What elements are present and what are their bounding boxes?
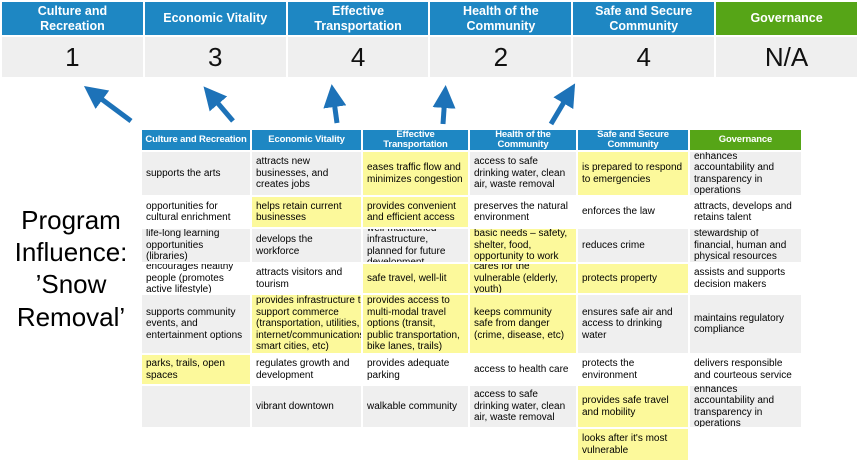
matrix-cell: attracts, develops and retains talent: [690, 197, 801, 227]
matrix-cell: stewardship of financial, human and phys…: [690, 229, 801, 262]
matrix-cell: provides infrastructure to support comme…: [252, 295, 361, 353]
matrix-header-health-of-the-community: Health of the Community: [470, 130, 576, 150]
title-line: Program: [21, 205, 121, 235]
matrix-cell: opportunities for cultural enrichment: [142, 197, 250, 227]
matrix-cell: helps retain current businesses: [252, 197, 361, 227]
matrix-cell-empty: [252, 429, 361, 460]
matrix-cell: develops the workforce: [252, 229, 361, 262]
up-arrow-icon: [432, 85, 456, 125]
matrix-cell: walkable community: [363, 386, 468, 427]
matrix-cell-empty: [470, 429, 576, 460]
title-line: Influence:: [14, 237, 128, 268]
matrix-cell: access to safe drinking water, clean air…: [470, 152, 576, 195]
summary-header-safe-secure-community: Safe and Secure Community: [573, 2, 715, 35]
summary-header-economic-vitality: Economic Vitality: [144, 2, 286, 35]
matrix-cell: parks, trails, open spaces: [142, 355, 250, 384]
summary-score-culture-recreation: 1: [2, 37, 143, 77]
summary-header-governance: Governance: [716, 2, 857, 35]
summary-score-effective-transportation: 4: [287, 37, 429, 77]
matrix-header-economic-vitality: Economic Vitality: [252, 130, 361, 150]
summary-score-safe-secure-community: 4: [573, 37, 715, 77]
matrix-cell: protects the environment: [578, 355, 688, 384]
matrix-cell: enforces the law: [578, 197, 688, 227]
matrix-cell: looks after it's most vulnerable: [578, 429, 688, 460]
matrix-cell: well-maintained infrastructure, planned …: [363, 229, 468, 262]
summary-header-effective-transportation: Effective Transportation: [287, 2, 429, 35]
matrix-cell: eases traffic flow and minimizes congest…: [363, 152, 468, 195]
summary-score-health-community: 2: [430, 37, 572, 77]
summary-header-culture-recreation: Culture and Recreation: [2, 2, 143, 35]
matrix-cell: keeps community safe from danger (crime,…: [470, 295, 576, 353]
matrix-cell: cares for the vulnerable (elderly, youth…: [470, 264, 576, 293]
matrix-cell: provides access to multi-modal travel op…: [363, 295, 468, 353]
matrix-cell: protects property: [578, 264, 688, 293]
matrix-cell: regulates growth and development: [252, 355, 361, 384]
matrix-header-governance: Governance: [690, 130, 801, 150]
influence-matrix: Culture and Recreation Economic Vitality E…: [142, 130, 803, 460]
matrix-cell: is prepared to respond to emergencies: [578, 152, 688, 195]
program-influence-title: Program Influence: ’Snow Removal’: [0, 204, 142, 333]
up-right-arrow-icon: [548, 83, 576, 126]
summary-strip: Culture and Recreation Economic Vitality…: [2, 2, 857, 77]
matrix-cell: access to safe drinking water, clean air…: [470, 386, 576, 427]
matrix-cell: supports community events, and entertain…: [142, 295, 250, 353]
matrix-cell-empty: [142, 386, 250, 427]
up-arrow-icon: [323, 84, 347, 124]
matrix-cell: enhances accountability and transparency…: [690, 386, 801, 427]
matrix-header-safe-and-secure-community: Safe and Secure Community: [578, 130, 688, 150]
matrix-cell: reduces crime: [578, 229, 688, 262]
matrix-cell: delivers responsible and courteous servi…: [690, 355, 801, 384]
summary-score-governance: N/A: [716, 37, 857, 77]
matrix-cell: life-long learning opportunities (librar…: [142, 229, 250, 262]
matrix-cell: vibrant downtown: [252, 386, 361, 427]
matrix-cell: maintains regulatory compliance: [690, 295, 801, 353]
up-left-arrow-icon: [83, 86, 133, 124]
summary-score-economic-vitality: 3: [144, 37, 286, 77]
matrix-header-culture-and-recreation: Culture and Recreation: [142, 130, 250, 150]
matrix-cell: provides adequate parking: [363, 355, 468, 384]
matrix-cell: safe travel, well-lit: [363, 264, 468, 293]
matrix-cell: enhances accountability and transparency…: [690, 152, 801, 195]
matrix-cell: assists and supports decision makers: [690, 264, 801, 293]
matrix-cell: encourages healthy people (promotes acti…: [142, 264, 250, 293]
matrix-cell: provides convenient and efficient access: [363, 197, 468, 227]
matrix-header-effective-transportation: Effective Transportation: [363, 130, 468, 150]
matrix-cell: provides safe travel and mobility: [578, 386, 688, 427]
matrix-cell: attracts new businesses, and creates job…: [252, 152, 361, 195]
title-line: ’Snow: [35, 269, 107, 300]
title-line: Removal’: [16, 301, 126, 332]
matrix-cell: basic needs – safety, shelter, food, opp…: [470, 229, 576, 262]
matrix-cell: ensures safe air and access to drinking …: [578, 295, 688, 353]
matrix-cell-empty: [690, 429, 801, 460]
summary-header-health-community: Health of the Community: [430, 2, 572, 35]
matrix-cell: preserves the natural environment: [470, 197, 576, 227]
matrix-cell: attracts visitors and tourism: [252, 264, 361, 293]
matrix-cell: access to health care: [470, 355, 576, 384]
matrix-cell-empty: [142, 429, 250, 460]
up-left-arrow-icon: [203, 86, 235, 123]
matrix-cell: supports the arts: [142, 152, 250, 195]
matrix-cell-empty: [363, 429, 468, 460]
